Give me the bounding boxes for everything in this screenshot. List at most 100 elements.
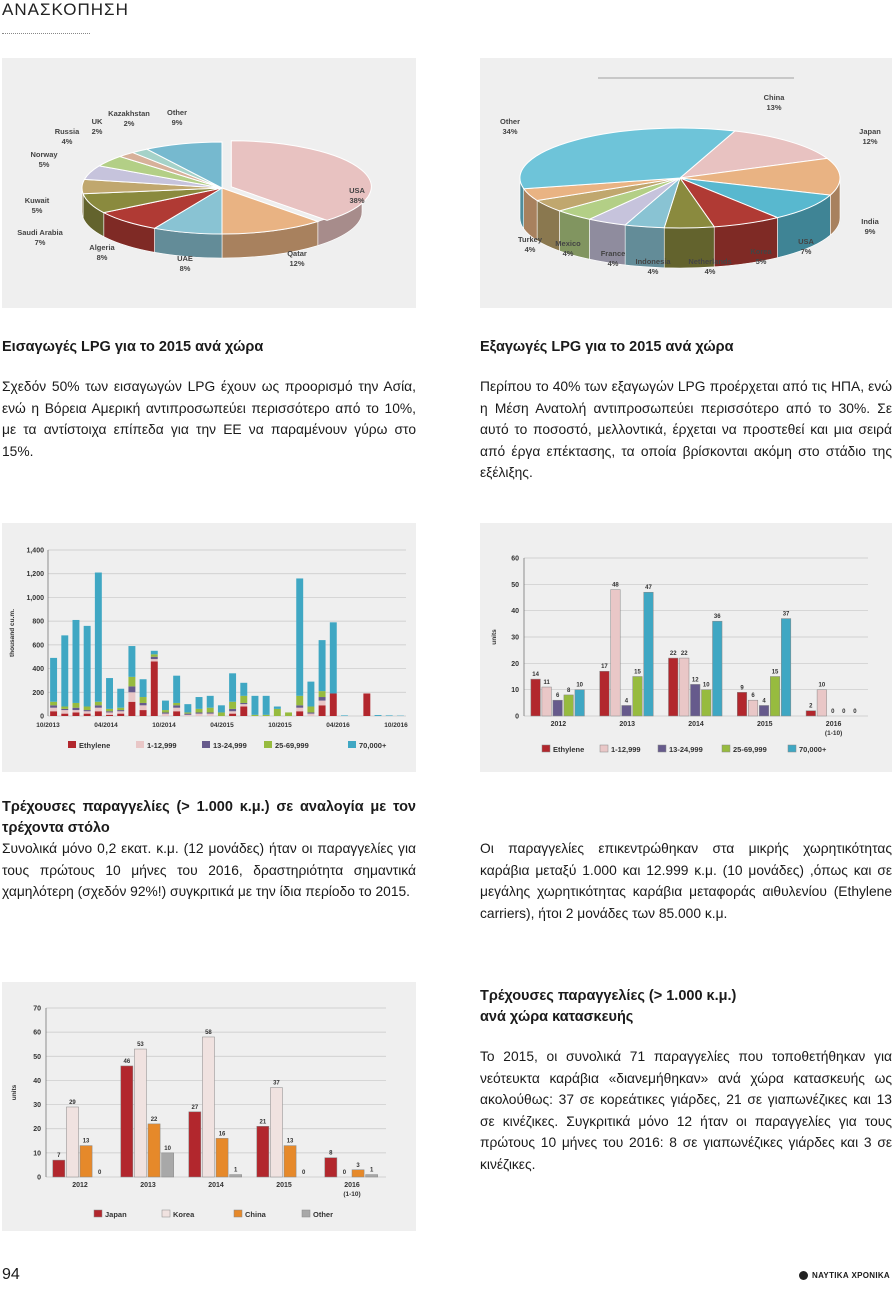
bar bbox=[161, 1152, 174, 1178]
pie-label: Saudi Arabia bbox=[17, 228, 63, 237]
orders-focus-text: Οι παραγγελίες επικεντρώθηκαν στα μικρής… bbox=[480, 841, 892, 921]
stacked-bar-segment bbox=[285, 712, 292, 716]
y-tick-label: 70 bbox=[33, 1006, 41, 1013]
orderbook-country-chart: 010203040506070units72913020124653221020… bbox=[11, 1006, 386, 1219]
stacked-bar-segment bbox=[206, 707, 214, 713]
stacked-bar-segment bbox=[139, 679, 147, 698]
y-tick-label: 1,400 bbox=[26, 548, 44, 555]
stacked-bar-segment bbox=[262, 714, 270, 716]
y-tick-label: 60 bbox=[511, 556, 519, 563]
legend-swatch bbox=[93, 1209, 103, 1218]
stacked-bar-segment bbox=[296, 695, 304, 706]
y-axis-label: units bbox=[11, 1084, 18, 1100]
y-tick-label: 30 bbox=[511, 635, 519, 642]
stacked-bar-segment bbox=[318, 691, 326, 698]
pie-label: Norway bbox=[30, 150, 58, 159]
pie-label: Qatar bbox=[287, 249, 307, 258]
bar-value-label: 13 bbox=[287, 1139, 294, 1145]
bar-value-label: 29 bbox=[69, 1100, 76, 1106]
stacked-bar-segment bbox=[128, 686, 136, 693]
stacked-bar-segment bbox=[329, 622, 337, 694]
pie-label: Netherlands bbox=[688, 257, 731, 266]
x-tick-label: 10/2014 bbox=[152, 722, 176, 729]
pie-value-label: 2% bbox=[92, 127, 103, 136]
pie-value-label: 4% bbox=[705, 267, 716, 276]
stacked-bar-segment bbox=[240, 682, 248, 696]
bar-value-label: 8 bbox=[329, 1151, 333, 1157]
orderbook-country-title: Τρέχουσες παραγγελίες (> 1.000 κ.μ.) ανά… bbox=[480, 986, 892, 1028]
bar-value-label: 11 bbox=[543, 680, 550, 686]
pie-value-label: 4% bbox=[62, 137, 73, 146]
bar bbox=[759, 705, 770, 717]
pie-value-label: 8% bbox=[97, 253, 108, 262]
stacked-bar-segment bbox=[229, 701, 237, 709]
x-tick-label: 10/2013 bbox=[36, 722, 60, 729]
stacked-bar-segment bbox=[162, 700, 169, 711]
stacked-bar-segment bbox=[229, 713, 237, 716]
bar bbox=[701, 689, 712, 717]
x-tick-label: 2015 bbox=[757, 721, 773, 728]
bar bbox=[256, 1126, 270, 1178]
stacked-bar-segment bbox=[117, 688, 125, 708]
stacked-bar-segment bbox=[206, 712, 214, 714]
legend-label: Ethylene bbox=[553, 745, 584, 754]
x-tick-label: 04/2014 bbox=[94, 722, 118, 729]
pie-value-label: 9% bbox=[865, 227, 876, 236]
bar bbox=[621, 705, 632, 717]
legend-label: 25-69,999 bbox=[733, 745, 767, 754]
stacked-bar-segment bbox=[50, 707, 58, 712]
y-tick-label: 0 bbox=[515, 714, 519, 721]
bar-value-label: 21 bbox=[260, 1119, 267, 1125]
stacked-bar-segment bbox=[307, 712, 315, 714]
bar-value-label: 4 bbox=[625, 698, 629, 704]
stacked-bar-segment bbox=[173, 675, 181, 703]
stacked-bar-segment bbox=[206, 695, 214, 708]
bar-value-label: 3 bbox=[356, 1163, 360, 1169]
pie-label: Indonesia bbox=[635, 257, 671, 266]
bar bbox=[120, 1065, 134, 1178]
y-tick-label: 0 bbox=[40, 714, 44, 721]
pie-value-label: 5% bbox=[756, 257, 767, 266]
legend-label: 1-12,999 bbox=[611, 745, 641, 754]
pie-value-label: 7% bbox=[801, 247, 812, 256]
pie-label: UAE bbox=[177, 254, 193, 263]
stacked-bar-segment bbox=[139, 697, 147, 703]
y-tick-label: 30 bbox=[33, 1102, 41, 1109]
stacked-bar-segment bbox=[50, 701, 58, 706]
legend-label: 13-24,999 bbox=[669, 745, 703, 754]
x-tick-label: 2015 bbox=[276, 1182, 292, 1189]
x-tick-label: 2012 bbox=[72, 1182, 88, 1189]
section-header: ΑΝΑΣΚΟΠΗΣΗ bbox=[2, 0, 129, 19]
x-tick-label: 2016 bbox=[344, 1182, 360, 1189]
y-tick-label: 600 bbox=[32, 642, 44, 649]
stacked-bar-segment bbox=[195, 712, 203, 714]
pie-slice bbox=[230, 140, 372, 221]
stacked-bar-segment bbox=[139, 705, 147, 711]
bar bbox=[668, 657, 679, 717]
legend-swatch bbox=[202, 741, 210, 748]
legend-swatch bbox=[301, 1209, 311, 1218]
pie-label: Mexico bbox=[555, 239, 581, 248]
bar bbox=[52, 1159, 66, 1178]
stacked-bar-segment bbox=[83, 713, 91, 716]
bar bbox=[530, 678, 541, 717]
bar-value-label: 0 bbox=[853, 709, 857, 715]
stacked-bar-segment bbox=[217, 712, 225, 716]
bar-value-label: 1 bbox=[234, 1168, 238, 1174]
stacked-bar-segment bbox=[173, 705, 181, 708]
stacked-bar-segment bbox=[83, 625, 91, 707]
pie-slice bbox=[221, 187, 320, 235]
pie-slice bbox=[678, 130, 829, 179]
stacked-bar-segment bbox=[61, 706, 69, 709]
bar bbox=[563, 694, 574, 717]
stacked-bar-segment bbox=[173, 707, 181, 712]
bar-value-label: 7 bbox=[57, 1153, 61, 1159]
pie-value-label: 5% bbox=[39, 160, 50, 169]
y-tick-label: 200 bbox=[32, 690, 44, 697]
bar-value-label: 2 bbox=[809, 704, 813, 710]
legend-label: 70,000+ bbox=[799, 745, 827, 754]
bar-value-label: 46 bbox=[124, 1059, 131, 1065]
orderbook-fleet-title: Τρέχουσες παραγγελίες (> 1.000 κ.μ.) σε … bbox=[2, 799, 416, 836]
stacked-bar-segment bbox=[195, 708, 203, 713]
